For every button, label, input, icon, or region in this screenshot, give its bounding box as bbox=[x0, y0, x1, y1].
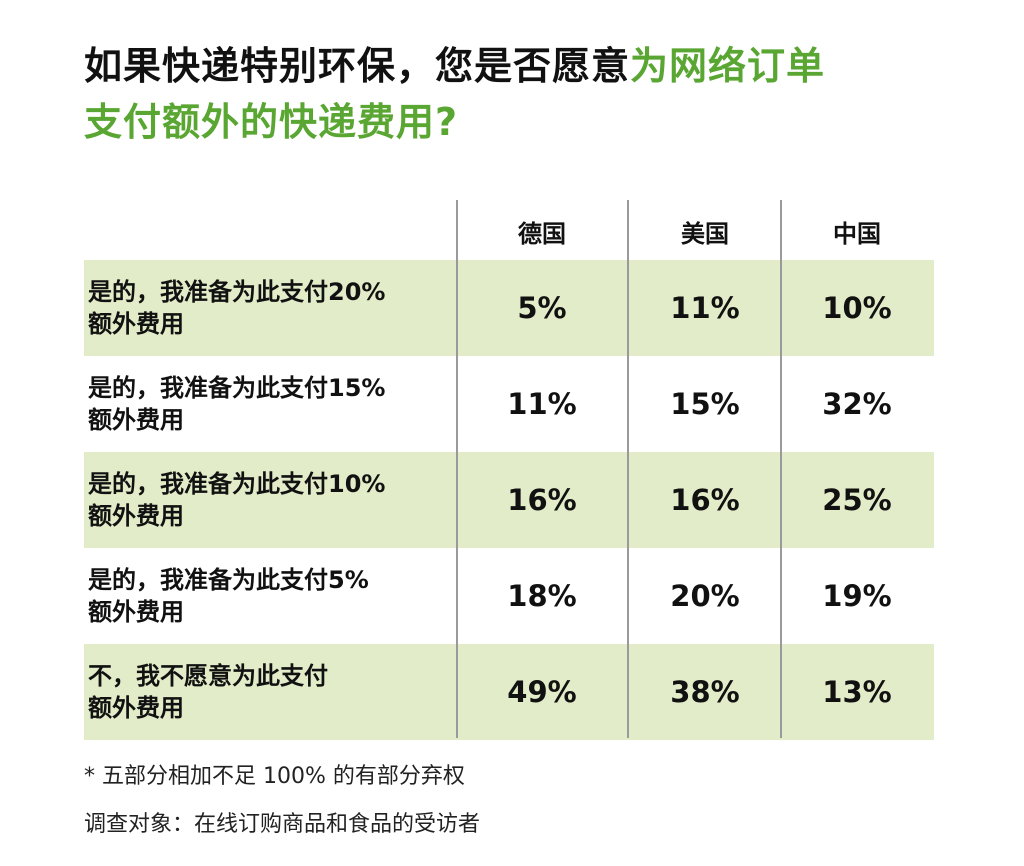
column-header: 美国 bbox=[681, 220, 729, 248]
data-label: 13% bbox=[822, 675, 892, 709]
row-label: 是的，我准备为此支付10% 额外费用 bbox=[88, 468, 458, 532]
data-label: 25% bbox=[822, 483, 892, 517]
row-label: 不，我不愿意为此支付 额外费用 bbox=[88, 660, 458, 724]
row-label-line-2: 额外费用 bbox=[88, 694, 184, 722]
row-label-line-1: 不，我不愿意为此支付 bbox=[88, 662, 328, 690]
row-label-line-2: 额外费用 bbox=[88, 310, 184, 338]
survey-table: 是的，我准备为此支付20% 额外费用 5% 11% 10% 是的，我准备为此支付15% 额外… bbox=[84, 200, 934, 740]
page-title: 如果快递特别环保，您是否愿意为网络订单 支付额外的快递费用? bbox=[84, 38, 964, 150]
title-part-1: 如果快递特别环保，您是否愿意 bbox=[84, 44, 631, 88]
column-divider bbox=[627, 200, 629, 738]
row-label-line-2: 额外费用 bbox=[88, 406, 184, 434]
row-label: 是的，我准备为此支付5% 额外费用 bbox=[88, 564, 458, 628]
data-label: 16% bbox=[670, 483, 740, 517]
data-label: 32% bbox=[822, 387, 892, 421]
row-label-line-2: 额外费用 bbox=[88, 598, 184, 626]
row-label: 是的，我准备为此支付20% 额外费用 bbox=[88, 276, 458, 340]
table-row: 是的，我准备为此支付20% 额外费用 5% 11% 10% bbox=[84, 260, 934, 356]
row-label: 是的，我准备为此支付15% 额外费用 bbox=[88, 372, 458, 436]
row-label-line-2: 额外费用 bbox=[88, 502, 184, 530]
row-label-line-1: 是的，我准备为此支付15% bbox=[88, 374, 386, 402]
footnote-respondents: 调查对象：在线订购商品和食品的受访者 bbox=[84, 812, 481, 837]
title-line-2: 支付额外的快递费用? bbox=[84, 100, 459, 144]
data-label: 11% bbox=[507, 387, 577, 421]
table-row: 是的，我准备为此支付5% 额外费用 18% 20% 19% bbox=[84, 548, 934, 644]
row-label-line-1: 是的，我准备为此支付20% bbox=[88, 278, 386, 306]
footnote-abstention: * 五部分相加不足 100% 的有部分弃权 bbox=[84, 764, 465, 789]
data-label: 20% bbox=[670, 579, 740, 613]
data-label: 11% bbox=[670, 291, 740, 325]
data-label: 49% bbox=[507, 675, 577, 709]
title-part-2: 为网络订单 bbox=[630, 44, 826, 88]
title-line-1: 如果快递特别环保，您是否愿意为网络订单 bbox=[84, 38, 964, 94]
data-label: 38% bbox=[670, 675, 740, 709]
table-row: 是的，我准备为此支付10% 额外费用 16% 16% 25% bbox=[84, 452, 934, 548]
column-divider bbox=[456, 200, 458, 738]
data-label: 15% bbox=[670, 387, 740, 421]
row-label-line-1: 是的，我准备为此支付10% bbox=[88, 470, 386, 498]
data-label: 16% bbox=[507, 483, 577, 517]
data-label: 5% bbox=[517, 291, 567, 325]
column-divider bbox=[780, 200, 782, 738]
data-label: 10% bbox=[822, 291, 892, 325]
row-label-line-1: 是的，我准备为此支付5% bbox=[88, 566, 369, 594]
column-header: 中国 bbox=[833, 220, 881, 248]
data-label: 18% bbox=[507, 579, 577, 613]
column-header: 德国 bbox=[518, 220, 566, 248]
data-label: 19% bbox=[822, 579, 892, 613]
table-row: 是的，我准备为此支付15% 额外费用 11% 15% 32% bbox=[84, 356, 934, 452]
table-row: 不，我不愿意为此支付 额外费用 49% 38% 13% bbox=[84, 644, 934, 740]
